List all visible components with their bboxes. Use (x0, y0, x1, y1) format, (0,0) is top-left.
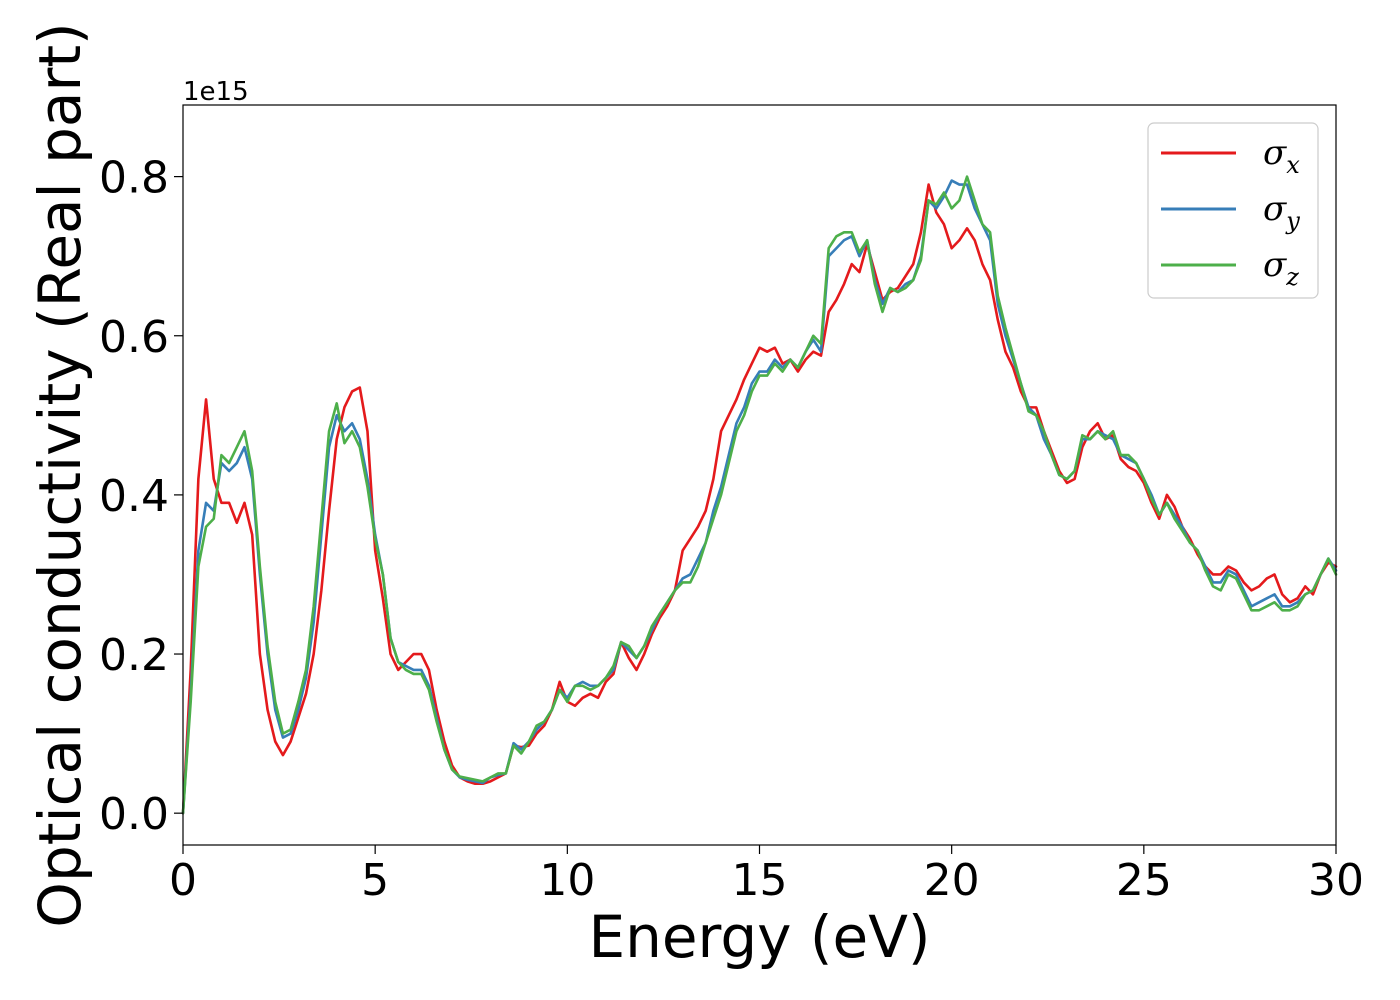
y-offset-label: 1e15 (183, 77, 249, 107)
x-tick-label: 20 (924, 855, 980, 906)
legend: σx σy σz (1147, 122, 1319, 299)
y-axis-label: Optical conductivity (Real part) (26, 22, 94, 927)
y-tick-label: 0.6 (99, 312, 169, 363)
y-tick-label: 0.8 (99, 153, 169, 204)
series-line-z (181, 175, 1338, 815)
x-tick-label: 0 (169, 855, 197, 906)
legend-label-x: σx (1263, 133, 1300, 179)
series-line-x (181, 183, 1338, 815)
x-tick-label: 25 (1116, 855, 1172, 906)
legend-label-y: σy (1263, 189, 1300, 235)
x-tick-label: 5 (361, 855, 389, 906)
x-tick-label: 10 (539, 855, 595, 906)
series-layer (181, 175, 1338, 815)
x-tick-label: 30 (1308, 855, 1364, 906)
y-tick-label: 0.2 (99, 630, 169, 681)
y-tick-label: 0.4 (99, 471, 169, 522)
y-tick-label: 0.0 (99, 789, 169, 840)
x-axis-ticks: 0 5 10 15 20 25 30 (169, 845, 1364, 906)
x-tick-label: 15 (732, 855, 788, 906)
y-axis-ticks: 0.0 0.2 0.4 0.6 0.8 (99, 153, 183, 840)
x-axis-label: Energy (eV) (588, 903, 930, 971)
legend-label-z: σz (1263, 245, 1299, 291)
